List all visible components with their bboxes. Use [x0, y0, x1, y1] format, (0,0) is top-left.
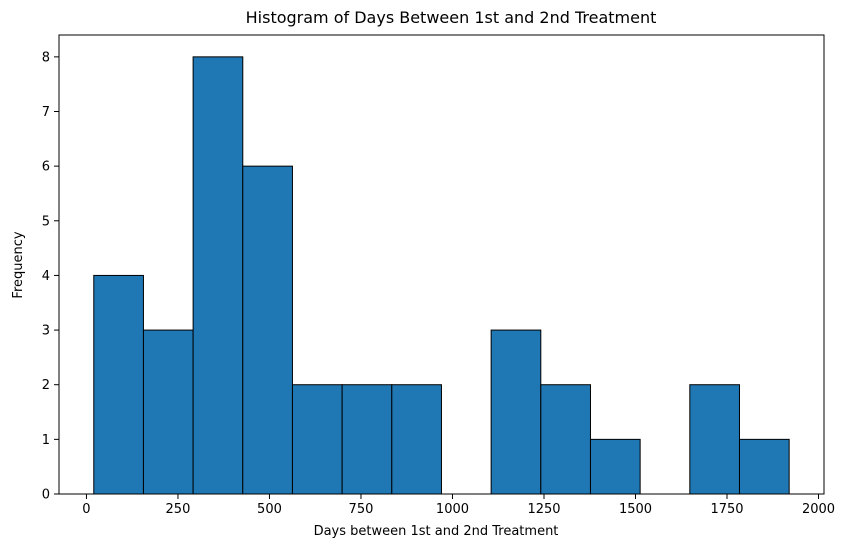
x-tick-label: 250 [166, 502, 191, 517]
histogram-bar [192, 56, 244, 495]
y-tick-label: 1 [42, 433, 50, 448]
histogram-bar [689, 384, 740, 495]
y-tick-label: 3 [42, 324, 50, 339]
histogram-bar [291, 384, 343, 495]
histogram-bar [540, 384, 591, 495]
y-tick-label: 4 [42, 269, 50, 284]
histogram-bar [93, 274, 144, 495]
y-axis-label: Frequency [11, 231, 26, 298]
y-axis-ticks: 0 1 2 3 4 5 6 7 8 [42, 50, 59, 503]
histogram-bar [341, 384, 393, 495]
histogram-bar [142, 329, 194, 495]
x-tick-label: 1750 [710, 502, 743, 517]
y-tick-label: 0 [42, 488, 50, 503]
histogram-bar [738, 438, 790, 495]
y-tick-label: 7 [42, 105, 50, 120]
histogram-bar [490, 329, 542, 495]
x-axis-label: Days between 1st and 2nd Treatment [314, 524, 559, 539]
histogram-bar [242, 165, 293, 495]
histogram-bar [589, 438, 641, 495]
y-tick-label: 6 [42, 160, 50, 175]
histogram-bar [391, 384, 442, 495]
y-tick-label: 5 [42, 214, 50, 229]
chart-title: Histogram of Days Between 1st and 2nd Tr… [246, 8, 657, 27]
x-tick-label: 0 [82, 502, 90, 517]
x-tick-label: 1250 [527, 502, 560, 517]
x-tick-label: 1500 [619, 502, 652, 517]
plot-frame [58, 34, 825, 495]
x-tick-label: 1000 [436, 502, 469, 517]
x-tick-label: 750 [349, 502, 374, 517]
x-tick-label: 500 [257, 502, 282, 517]
x-tick-label: 2000 [802, 502, 835, 517]
y-tick-label: 2 [42, 378, 50, 393]
y-tick-label: 8 [42, 50, 50, 65]
x-axis-ticks: 0 250 500 750 1000 1250 1500 1750 2000 [82, 494, 835, 517]
bars-group [93, 56, 790, 495]
